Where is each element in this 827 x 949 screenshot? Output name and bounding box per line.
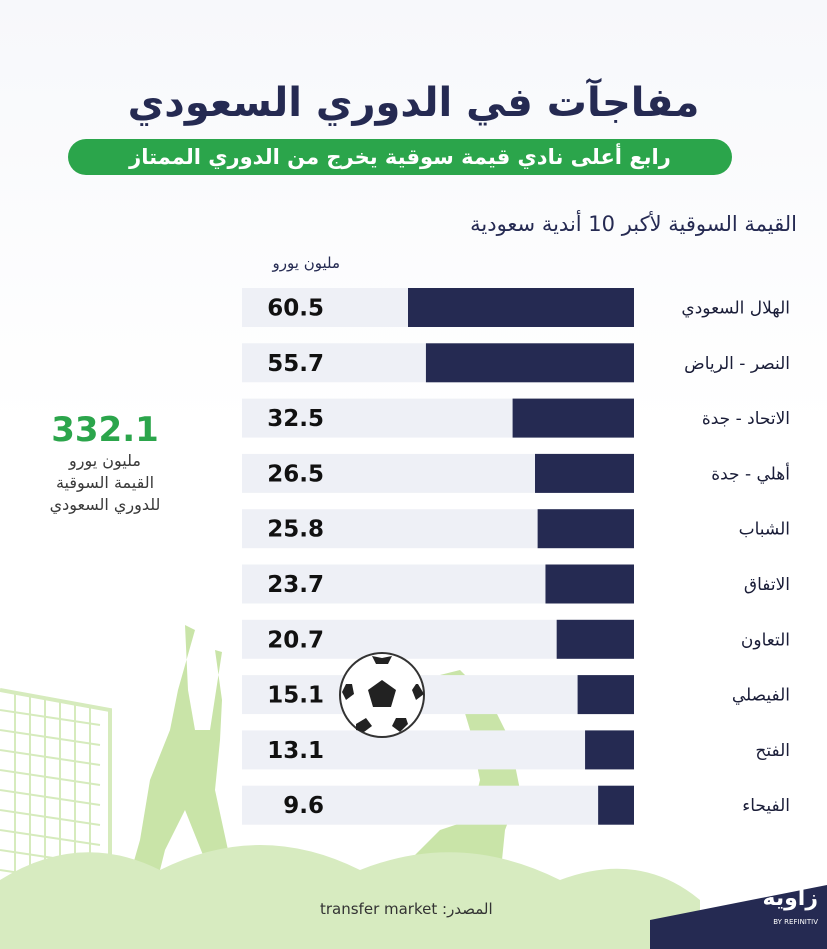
chart-heading: القيمة السوقية لأكبر 10 أندية سعودية (470, 212, 797, 236)
bar (585, 730, 634, 770)
total-value: 332.1 (51, 410, 159, 450)
page-title: مفاجآت في الدوري السعودي (127, 80, 700, 126)
value-label: 23.7 (267, 572, 324, 598)
category-label: التعاون (741, 630, 790, 650)
value-label: 15.1 (267, 683, 324, 709)
category-label: الشباب (739, 520, 790, 540)
category-label: الاتحاد - جدة (702, 409, 790, 429)
category-label: الاتفاق (744, 575, 790, 595)
bar (512, 398, 634, 438)
value-label: 26.5 (267, 461, 324, 487)
total-unit: مليون يورو (69, 451, 141, 470)
bar-track (242, 785, 634, 825)
bar (535, 453, 634, 493)
bar-chart: 60.5 الهلال السعودي 55.7 النصر - الرياض 32.5… (242, 288, 790, 825)
total-caption-line1: القيمة السوقية (55, 473, 155, 492)
category-label: الفيصلي (732, 686, 790, 706)
bar (425, 343, 634, 383)
bar-track (242, 730, 634, 770)
bar (577, 675, 634, 715)
value-label: 25.8 (267, 517, 324, 543)
bar (598, 785, 634, 825)
value-label: 13.1 (267, 738, 324, 764)
value-label: 20.7 (267, 627, 324, 653)
logo-subtext: BY REFINITIV (773, 918, 818, 926)
category-label: الفتح (755, 741, 790, 761)
category-label: أهلي - جدة (711, 462, 790, 484)
value-label: 55.7 (267, 351, 324, 377)
logo-banner (650, 885, 827, 949)
bar (545, 564, 634, 604)
category-label: النصر - الرياض (684, 354, 790, 374)
grass-decoration (0, 845, 700, 949)
logo-background-shape (650, 885, 827, 949)
source-note: المصدر: transfer market (320, 900, 493, 918)
category-label: الهلال السعودي (681, 299, 790, 319)
category-label: الفيحاء (742, 796, 790, 816)
value-label: 60.5 (267, 296, 324, 322)
bar (408, 288, 634, 327)
total-market-value-box: 332.1 مليون يورو القيمة السوقية للدوري ا… (20, 410, 190, 516)
bar-track (242, 675, 634, 715)
value-label: 32.5 (267, 406, 324, 432)
bar (537, 509, 634, 549)
unit-label: مليون يورو (272, 254, 340, 272)
subtitle-banner: رابع أعلى نادي قيمة سوقية يخرج من الدوري… (68, 139, 732, 175)
value-label: 9.6 (283, 793, 324, 819)
football-icon (339, 652, 425, 738)
bar (556, 619, 634, 659)
subtitle-text: رابع أعلى نادي قيمة سوقية يخرج من الدوري… (129, 145, 671, 169)
total-caption-line2: للدوري السعودي (49, 495, 161, 514)
logo-text: زاوية (762, 886, 818, 911)
